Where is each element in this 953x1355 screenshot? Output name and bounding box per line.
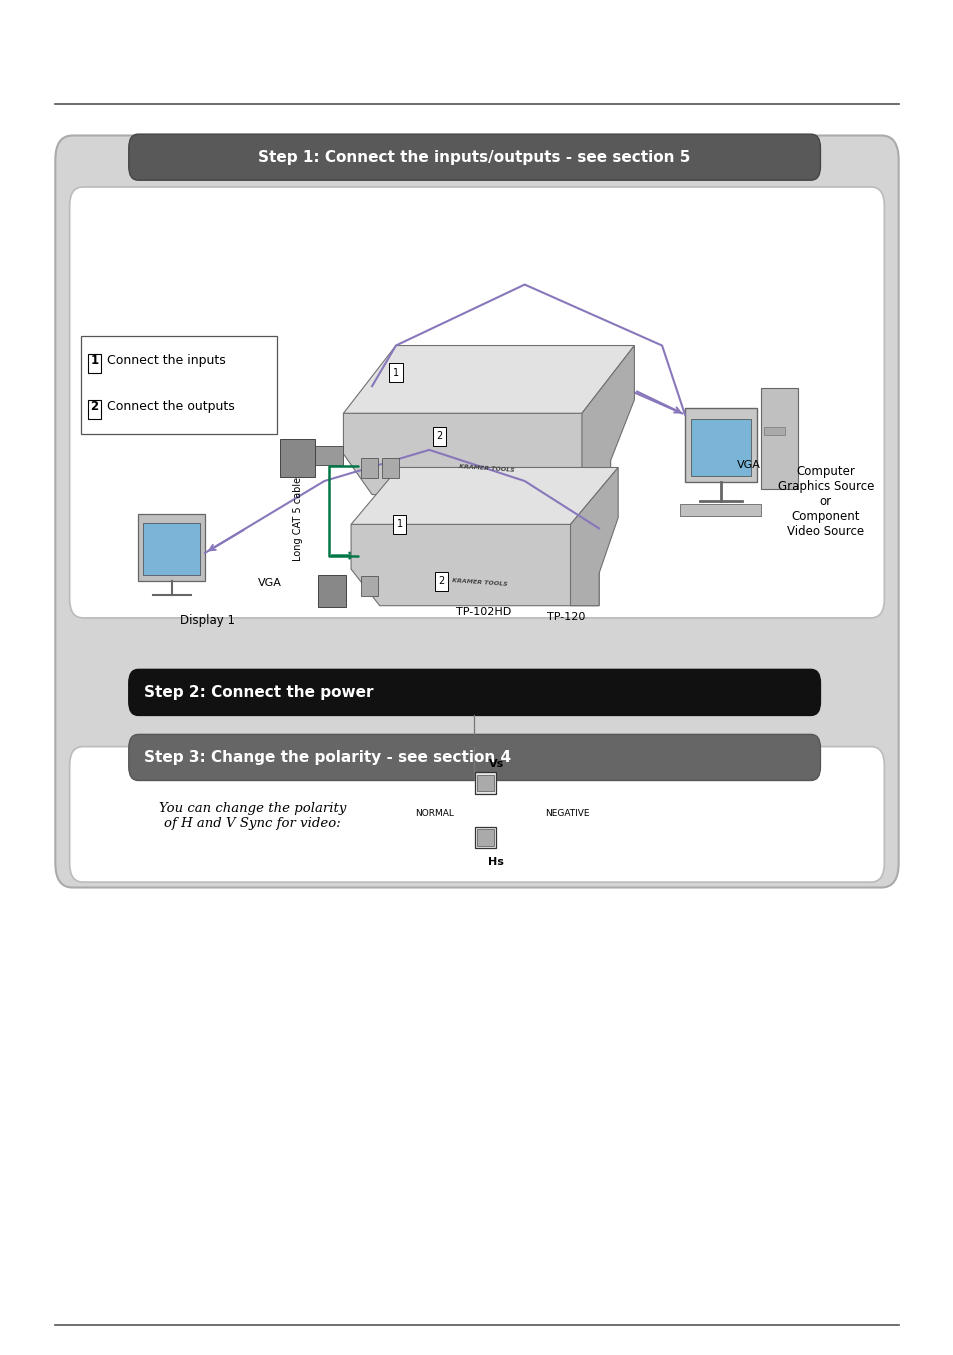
Text: 2: 2 bbox=[438, 576, 444, 587]
FancyBboxPatch shape bbox=[279, 439, 314, 477]
FancyBboxPatch shape bbox=[476, 775, 494, 791]
Polygon shape bbox=[570, 467, 618, 606]
FancyBboxPatch shape bbox=[360, 458, 377, 478]
FancyBboxPatch shape bbox=[88, 400, 101, 419]
Text: NEGATIVE: NEGATIVE bbox=[545, 809, 589, 817]
FancyBboxPatch shape bbox=[55, 136, 898, 888]
Text: Vs: Vs bbox=[488, 759, 503, 770]
FancyBboxPatch shape bbox=[435, 572, 448, 591]
FancyBboxPatch shape bbox=[129, 669, 820, 715]
FancyBboxPatch shape bbox=[476, 829, 494, 846]
Polygon shape bbox=[343, 413, 610, 495]
FancyBboxPatch shape bbox=[760, 388, 797, 489]
Text: 2: 2 bbox=[91, 400, 98, 413]
FancyBboxPatch shape bbox=[393, 515, 406, 534]
FancyBboxPatch shape bbox=[70, 187, 883, 618]
Polygon shape bbox=[343, 346, 634, 413]
FancyBboxPatch shape bbox=[381, 458, 398, 478]
FancyBboxPatch shape bbox=[81, 336, 276, 434]
FancyBboxPatch shape bbox=[88, 354, 101, 373]
Text: Long CAT 5 cable: Long CAT 5 cable bbox=[293, 477, 302, 561]
Text: Step 2: Connect the power: Step 2: Connect the power bbox=[144, 684, 374, 701]
Text: Step 3: Change the polarity - see section 4: Step 3: Change the polarity - see sectio… bbox=[144, 749, 511, 766]
FancyBboxPatch shape bbox=[317, 575, 346, 607]
FancyBboxPatch shape bbox=[143, 523, 200, 575]
Text: KRAMER TOOLS: KRAMER TOOLS bbox=[452, 579, 507, 587]
FancyBboxPatch shape bbox=[679, 504, 760, 516]
FancyBboxPatch shape bbox=[129, 134, 820, 180]
Text: 1: 1 bbox=[393, 367, 398, 378]
FancyBboxPatch shape bbox=[138, 514, 205, 581]
Text: 1: 1 bbox=[396, 519, 402, 530]
Text: Step 1: Connect the inputs/outputs - see section 5: Step 1: Connect the inputs/outputs - see… bbox=[258, 149, 690, 165]
Text: KRAMER TOOLS: KRAMER TOOLS bbox=[458, 465, 514, 473]
Polygon shape bbox=[351, 524, 598, 606]
Text: 1: 1 bbox=[91, 354, 98, 367]
FancyBboxPatch shape bbox=[763, 427, 784, 435]
FancyBboxPatch shape bbox=[129, 734, 820, 780]
FancyBboxPatch shape bbox=[690, 419, 750, 476]
Text: Hs: Hs bbox=[488, 856, 503, 867]
Polygon shape bbox=[351, 467, 618, 524]
FancyBboxPatch shape bbox=[433, 427, 446, 446]
Polygon shape bbox=[581, 346, 634, 495]
FancyBboxPatch shape bbox=[475, 827, 496, 848]
FancyBboxPatch shape bbox=[360, 576, 377, 596]
FancyBboxPatch shape bbox=[314, 446, 343, 465]
Text: TP-102HD: TP-102HD bbox=[456, 607, 511, 617]
Text: 2: 2 bbox=[436, 431, 442, 442]
Text: NORMAL: NORMAL bbox=[415, 809, 453, 817]
Text: Connect the inputs: Connect the inputs bbox=[107, 354, 225, 367]
FancyBboxPatch shape bbox=[389, 363, 402, 382]
Text: Display 1: Display 1 bbox=[180, 614, 235, 627]
Text: Computer
Graphics Source
or
Component
Video Source: Computer Graphics Source or Component Vi… bbox=[777, 465, 873, 538]
Text: You can change the polarity
of H and V Sync for video:: You can change the polarity of H and V S… bbox=[159, 802, 346, 829]
FancyBboxPatch shape bbox=[684, 408, 756, 482]
Text: Connect the outputs: Connect the outputs bbox=[107, 400, 234, 413]
Text: VGA: VGA bbox=[736, 459, 760, 470]
FancyBboxPatch shape bbox=[70, 747, 883, 882]
FancyBboxPatch shape bbox=[475, 772, 496, 794]
Text: TP-120: TP-120 bbox=[546, 612, 584, 622]
Text: VGA: VGA bbox=[257, 577, 281, 588]
